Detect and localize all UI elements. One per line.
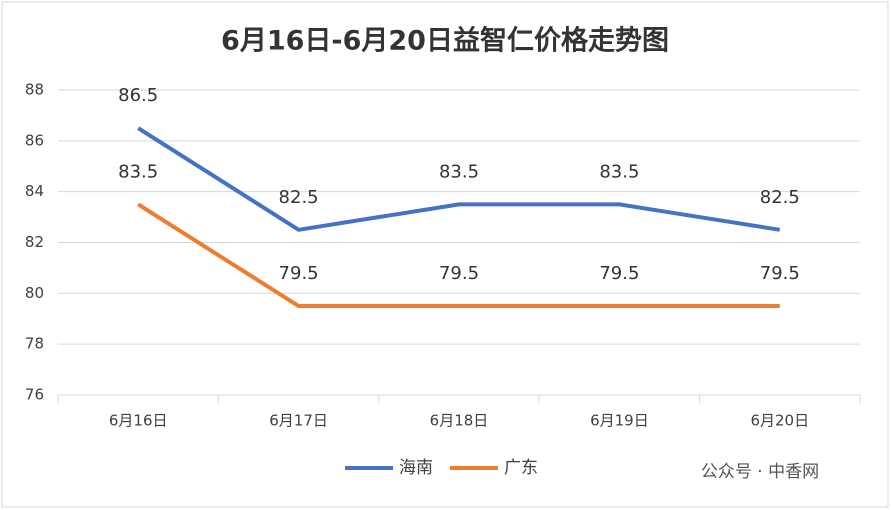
y-tick-label: 82 (25, 233, 44, 251)
y-tick-label: 80 (25, 284, 44, 302)
x-tick-label: 6月20日 (750, 412, 809, 430)
x-tick-label: 6月16日 (109, 412, 168, 430)
data-label: 82.5 (760, 187, 800, 208)
data-label: 79.5 (760, 263, 800, 284)
series-line (137, 126, 781, 232)
data-label: 83.5 (439, 161, 479, 182)
x-tick-label: 6月18日 (430, 412, 489, 430)
data-label: 83.5 (599, 161, 639, 182)
y-tick-label: 78 (25, 335, 44, 353)
data-label: 79.5 (279, 263, 319, 284)
data-label: 82.5 (279, 187, 319, 208)
y-tick-label: 84 (25, 182, 44, 200)
x-tick-label: 6月19日 (590, 412, 649, 430)
data-label: 86.5 (118, 85, 158, 106)
legend-label: 广东 (504, 458, 538, 478)
legend-label: 海南 (399, 458, 433, 478)
y-tick-label: 86 (25, 131, 44, 149)
watermark: 公众号 · 中香网 (701, 462, 819, 482)
data-label: 79.5 (439, 263, 479, 284)
y-tick-label: 76 (25, 386, 44, 404)
chart-title: 6月16日-6月20日益智仁价格走势图 (221, 26, 669, 57)
y-tick-label: 88 (25, 81, 44, 99)
series-line (137, 202, 780, 309)
data-label: 79.5 (599, 263, 639, 284)
data-label: 83.5 (118, 161, 158, 182)
x-tick-label: 6月17日 (269, 412, 328, 430)
